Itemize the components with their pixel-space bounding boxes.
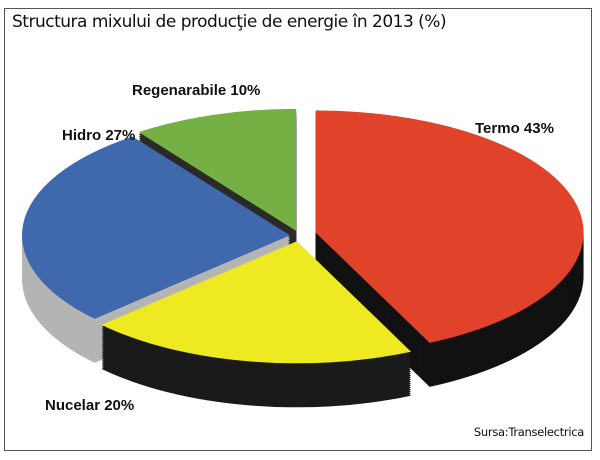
chart-title: Structura mixului de producţie de energi…: [12, 12, 447, 32]
label-termo: Termo 43%: [475, 120, 554, 137]
label-nucelar: Nucelar 20%: [45, 397, 134, 414]
slice-top-hidro: [22, 136, 291, 319]
label-hidro: Hidro 27%: [62, 127, 135, 144]
slice-top-nucelar: [101, 241, 411, 364]
chart-frame: [4, 8, 592, 451]
slice-termo: [315, 110, 584, 387]
chart-source: Sursa:Transelectrica: [473, 425, 584, 439]
label-regenarabile: Regenarabile 10%: [132, 82, 260, 99]
slice-top-termo: [315, 110, 584, 343]
slice-nucelar: [101, 241, 411, 408]
slice-top-regenarabile: [138, 108, 297, 231]
slice-hidro: [22, 136, 291, 363]
